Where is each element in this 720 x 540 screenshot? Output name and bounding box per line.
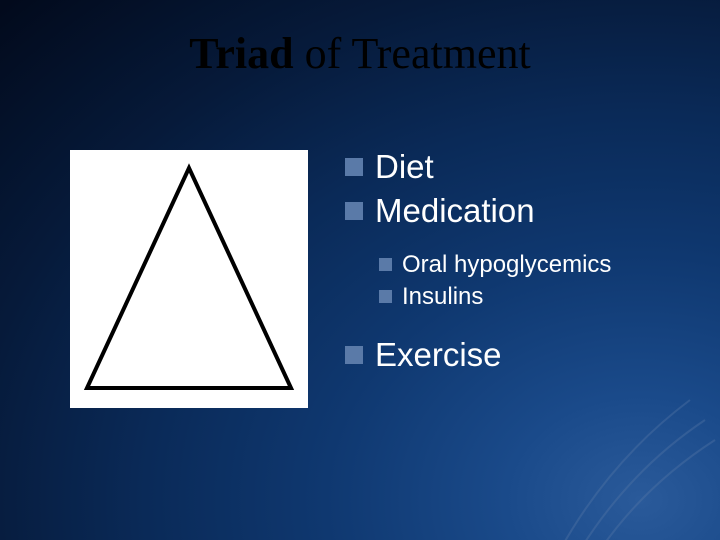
- bullet-text: Medication: [375, 192, 535, 230]
- triangle-graphic: [70, 150, 308, 408]
- title-rest: of Treatment: [294, 29, 531, 78]
- list-item: Diet: [345, 148, 690, 186]
- bullet-icon: [345, 346, 363, 364]
- bullet-text: Diet: [375, 148, 434, 186]
- title-strong: Triad: [189, 29, 293, 78]
- bullet-icon: [379, 290, 392, 303]
- triangle-svg: [79, 160, 299, 396]
- triangle-shape: [87, 168, 291, 388]
- bullet-icon: [345, 202, 363, 220]
- spacer: [345, 314, 690, 336]
- slide-title: Triad of Treatment: [0, 28, 720, 79]
- bullet-text: Insulins: [402, 282, 483, 312]
- list-item: Medication: [345, 192, 690, 230]
- bullet-text: Exercise: [375, 336, 502, 374]
- bullet-text: Oral hypoglycemics: [402, 250, 611, 280]
- list-item: Insulins: [379, 282, 690, 312]
- list-item: Oral hypoglycemics: [379, 250, 690, 280]
- bullet-icon: [379, 258, 392, 271]
- bullet-icon: [345, 158, 363, 176]
- bullet-list: Diet Medication Oral hypoglycemics Insul…: [345, 148, 690, 380]
- spacer: [345, 236, 690, 250]
- list-item: Exercise: [345, 336, 690, 374]
- decorative-swoosh: [530, 370, 720, 540]
